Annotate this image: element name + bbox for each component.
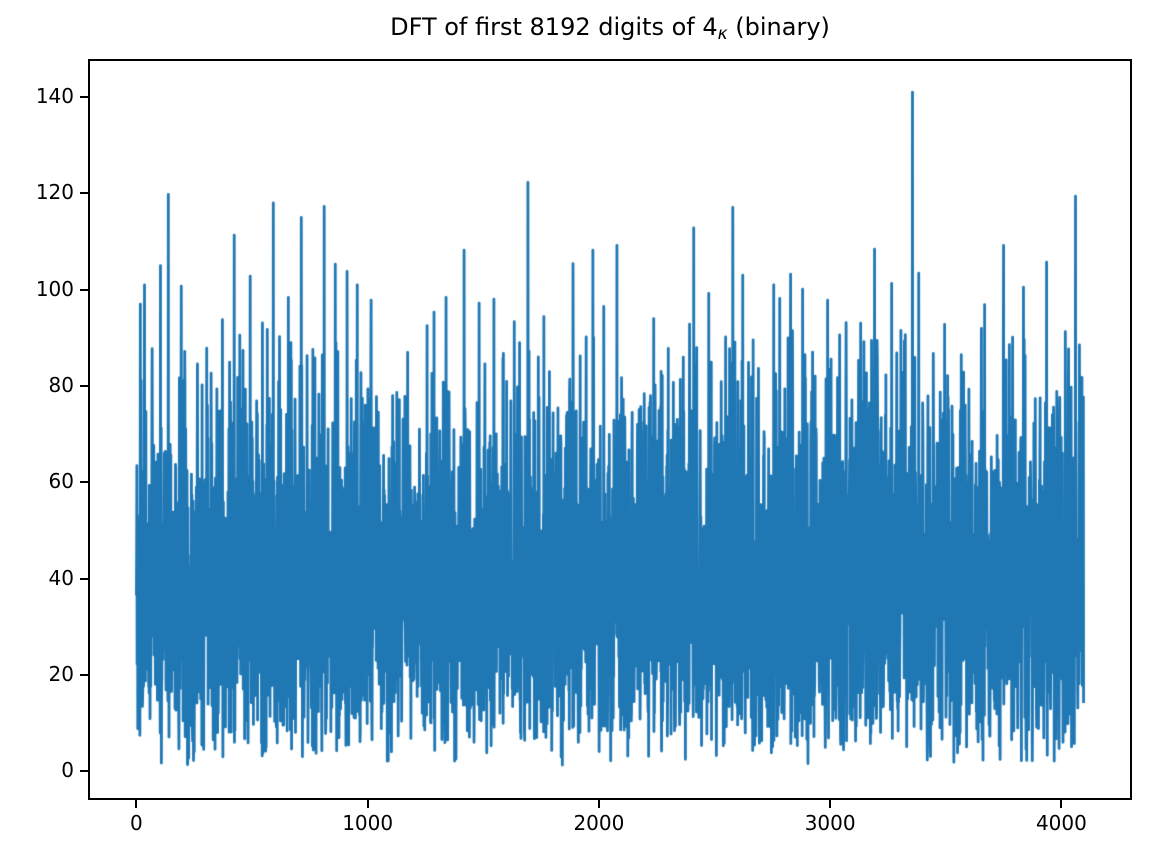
x-tick-label: 4000 xyxy=(1035,811,1087,835)
y-tick-label: 140 xyxy=(35,84,74,109)
y-tick-label: 120 xyxy=(35,180,74,205)
chart-title-suffix: (binary) xyxy=(727,13,830,41)
chart-title: DFT of first 8192 digits of 4κ (binary) xyxy=(89,13,1131,44)
y-tick-mark xyxy=(80,481,88,484)
y-tick-label: 20 xyxy=(48,661,74,686)
dft-magnitude-line-plot xyxy=(89,60,1131,799)
x-tick-mark xyxy=(829,800,832,808)
x-tick-mark xyxy=(366,800,369,808)
x-tick-label: 2000 xyxy=(573,811,625,835)
y-tick-mark xyxy=(80,770,88,773)
y-tick-mark xyxy=(80,96,88,99)
x-tick-mark xyxy=(1060,800,1063,808)
y-tick-mark xyxy=(80,673,88,676)
x-tick-label: 1000 xyxy=(342,811,394,835)
y-tick-mark xyxy=(80,192,88,195)
chart-title-prefix: DFT of first 8192 digits of 4 xyxy=(390,13,718,41)
y-tick-mark xyxy=(80,577,88,580)
y-tick-mark xyxy=(80,288,88,291)
x-tick-label: 0 xyxy=(130,811,143,835)
y-tick-label: 100 xyxy=(35,276,74,301)
x-tick-mark xyxy=(135,800,138,808)
y-tick-label: 40 xyxy=(48,565,74,590)
chart-title-subscript-kappa: κ xyxy=(717,24,728,44)
x-tick-mark xyxy=(597,800,600,808)
y-tick-mark xyxy=(80,384,88,387)
y-tick-label: 0 xyxy=(61,758,74,783)
y-tick-label: 80 xyxy=(48,372,74,397)
x-tick-label: 3000 xyxy=(804,811,856,835)
y-tick-label: 60 xyxy=(48,469,74,494)
